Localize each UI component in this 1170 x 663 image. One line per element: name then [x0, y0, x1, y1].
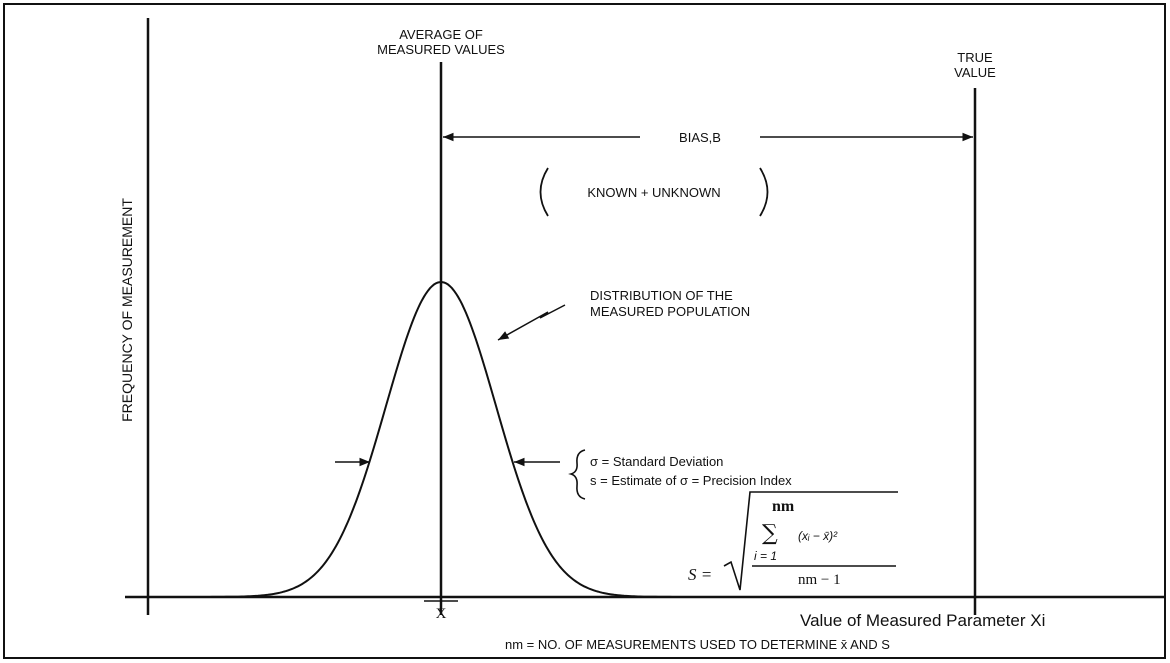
formula-lhs: S =: [688, 565, 712, 584]
true-value-label: VALUE: [954, 65, 996, 80]
formula-term: (xᵢ − x̄)²: [798, 529, 838, 543]
paren-right: [759, 167, 769, 217]
distribution-label: MEASURED POPULATION: [590, 304, 750, 319]
paren-left: [539, 167, 549, 217]
brace: [568, 449, 586, 500]
true-value-label: TRUE: [957, 50, 993, 65]
formula-lower: i = 1: [754, 549, 777, 563]
radical: [723, 491, 898, 591]
formula-upper: nm: [772, 498, 795, 515]
frame: [3, 3, 1166, 659]
footnote: nm = NO. OF MEASUREMENTS USED TO DETERMI…: [505, 637, 890, 652]
formula-denominator: nm − 1: [798, 572, 841, 588]
formula-sum: ∑: [762, 521, 778, 546]
distribution-curve: [170, 281, 720, 598]
distribution-label: DISTRIBUTION OF THE: [590, 288, 733, 303]
y-axis-label: FREQUENCY OF MEASUREMENT: [119, 198, 135, 422]
bias-label: BIAS,B: [679, 130, 721, 145]
pointer-arrow: [497, 304, 566, 341]
average-label: MEASURED VALUES: [377, 42, 505, 57]
known-unknown-label: KNOWN + UNKNOWN: [587, 185, 720, 200]
x-axis-label: Value of Measured Parameter Xi: [800, 611, 1045, 630]
average-label: AVERAGE OF: [399, 27, 483, 42]
definition: s = Estimate of σ = Precision Index: [590, 473, 792, 488]
definition: σ = Standard Deviation: [590, 454, 723, 469]
mean-symbol: X: [436, 606, 447, 622]
